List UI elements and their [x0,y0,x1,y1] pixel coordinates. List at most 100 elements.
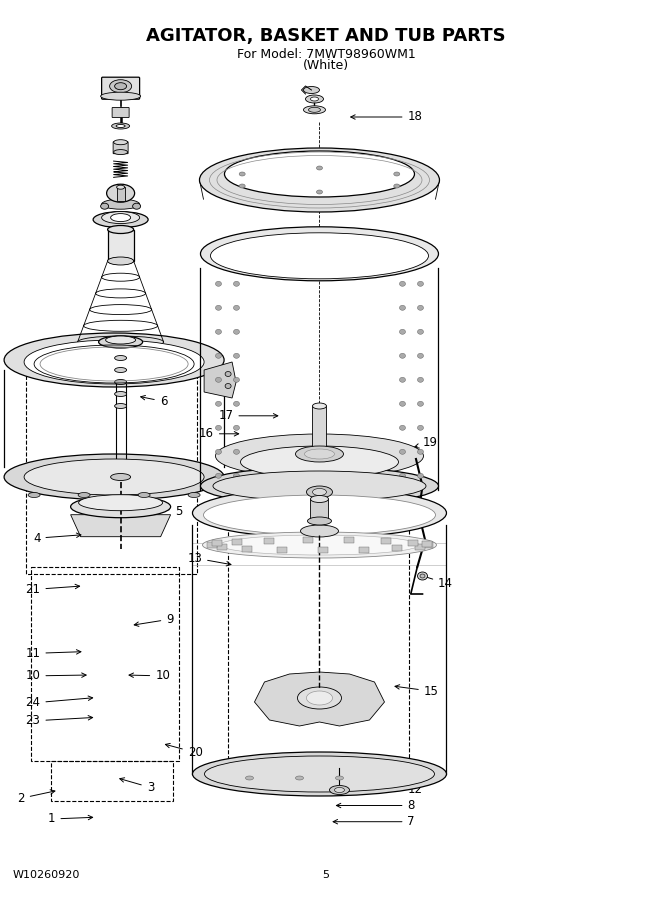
Ellipse shape [79,495,162,510]
Text: 17: 17 [218,410,278,422]
FancyBboxPatch shape [102,77,140,99]
Ellipse shape [417,449,424,454]
Text: 11: 11 [25,647,81,660]
Ellipse shape [100,203,109,209]
Text: 10: 10 [25,670,86,682]
Text: 22: 22 [218,486,291,499]
Text: 8: 8 [336,799,415,812]
Ellipse shape [334,788,344,793]
Ellipse shape [400,305,406,310]
Ellipse shape [233,354,239,358]
Text: 12: 12 [336,783,422,796]
Ellipse shape [115,392,126,397]
Bar [117,187,125,202]
Bar [207,543,216,548]
Ellipse shape [316,166,323,170]
Ellipse shape [308,517,331,525]
Text: 6: 6 [141,395,168,408]
Ellipse shape [400,426,406,430]
Ellipse shape [100,92,141,100]
Ellipse shape [336,776,344,780]
Bar [108,230,134,261]
Text: 2: 2 [17,790,55,805]
Ellipse shape [312,489,327,496]
Bar [312,406,327,454]
Text: 13: 13 [187,552,231,566]
Ellipse shape [108,257,134,265]
Ellipse shape [417,401,424,406]
Ellipse shape [225,383,231,389]
Ellipse shape [233,282,239,286]
Ellipse shape [417,329,424,334]
Ellipse shape [233,305,239,310]
Text: 5: 5 [147,505,182,518]
Text: AGITATOR, BASKET AND TUB PARTS: AGITATOR, BASKET AND TUB PARTS [146,27,506,45]
Ellipse shape [132,203,141,209]
Bar [217,544,227,550]
Ellipse shape [224,151,415,197]
Ellipse shape [233,329,239,334]
Ellipse shape [24,459,204,495]
Bar [310,499,329,521]
Ellipse shape [417,282,424,286]
Ellipse shape [215,329,222,334]
Ellipse shape [400,449,406,454]
FancyBboxPatch shape [113,141,128,154]
Ellipse shape [417,305,424,310]
Ellipse shape [394,172,400,176]
Bar [381,538,391,544]
Text: 20: 20 [166,743,203,759]
Ellipse shape [102,212,140,223]
Ellipse shape [394,184,400,188]
Bar [415,544,425,550]
Ellipse shape [110,80,132,93]
Text: 4: 4 [33,532,81,544]
Ellipse shape [220,535,419,555]
Text: 3: 3 [120,778,154,794]
Ellipse shape [192,488,447,538]
Ellipse shape [303,106,325,113]
Ellipse shape [215,354,222,358]
Text: 23: 23 [25,715,93,727]
Bar [422,541,432,547]
Bar [263,537,274,544]
Bar [318,547,328,553]
Ellipse shape [215,282,222,286]
Ellipse shape [417,377,424,382]
Bar [242,545,252,552]
Bar [303,537,313,543]
Ellipse shape [70,496,171,518]
Ellipse shape [417,572,428,580]
Ellipse shape [420,574,425,578]
Ellipse shape [188,492,200,498]
Ellipse shape [115,83,126,90]
Ellipse shape [106,336,136,344]
Ellipse shape [211,233,428,279]
Polygon shape [254,672,385,726]
Ellipse shape [215,377,222,382]
Text: (White): (White) [303,59,349,72]
Ellipse shape [215,426,222,430]
Text: For Model: 7MWT98960WM1: For Model: 7MWT98960WM1 [237,48,415,60]
Ellipse shape [200,148,439,212]
Polygon shape [204,362,236,398]
Bar [422,542,433,548]
Ellipse shape [239,172,245,176]
Ellipse shape [297,687,342,709]
Bar [359,546,368,553]
Ellipse shape [310,496,329,502]
Text: 16: 16 [199,428,239,440]
Ellipse shape [113,149,128,155]
Ellipse shape [295,446,344,462]
Ellipse shape [102,199,140,209]
Ellipse shape [304,449,334,459]
Ellipse shape [111,473,130,481]
Bar [228,493,409,781]
Text: 10: 10 [129,670,170,682]
Ellipse shape [400,354,406,358]
Ellipse shape [203,532,436,558]
Ellipse shape [138,492,150,498]
Ellipse shape [241,446,398,478]
Ellipse shape [417,426,424,430]
Ellipse shape [215,401,222,406]
